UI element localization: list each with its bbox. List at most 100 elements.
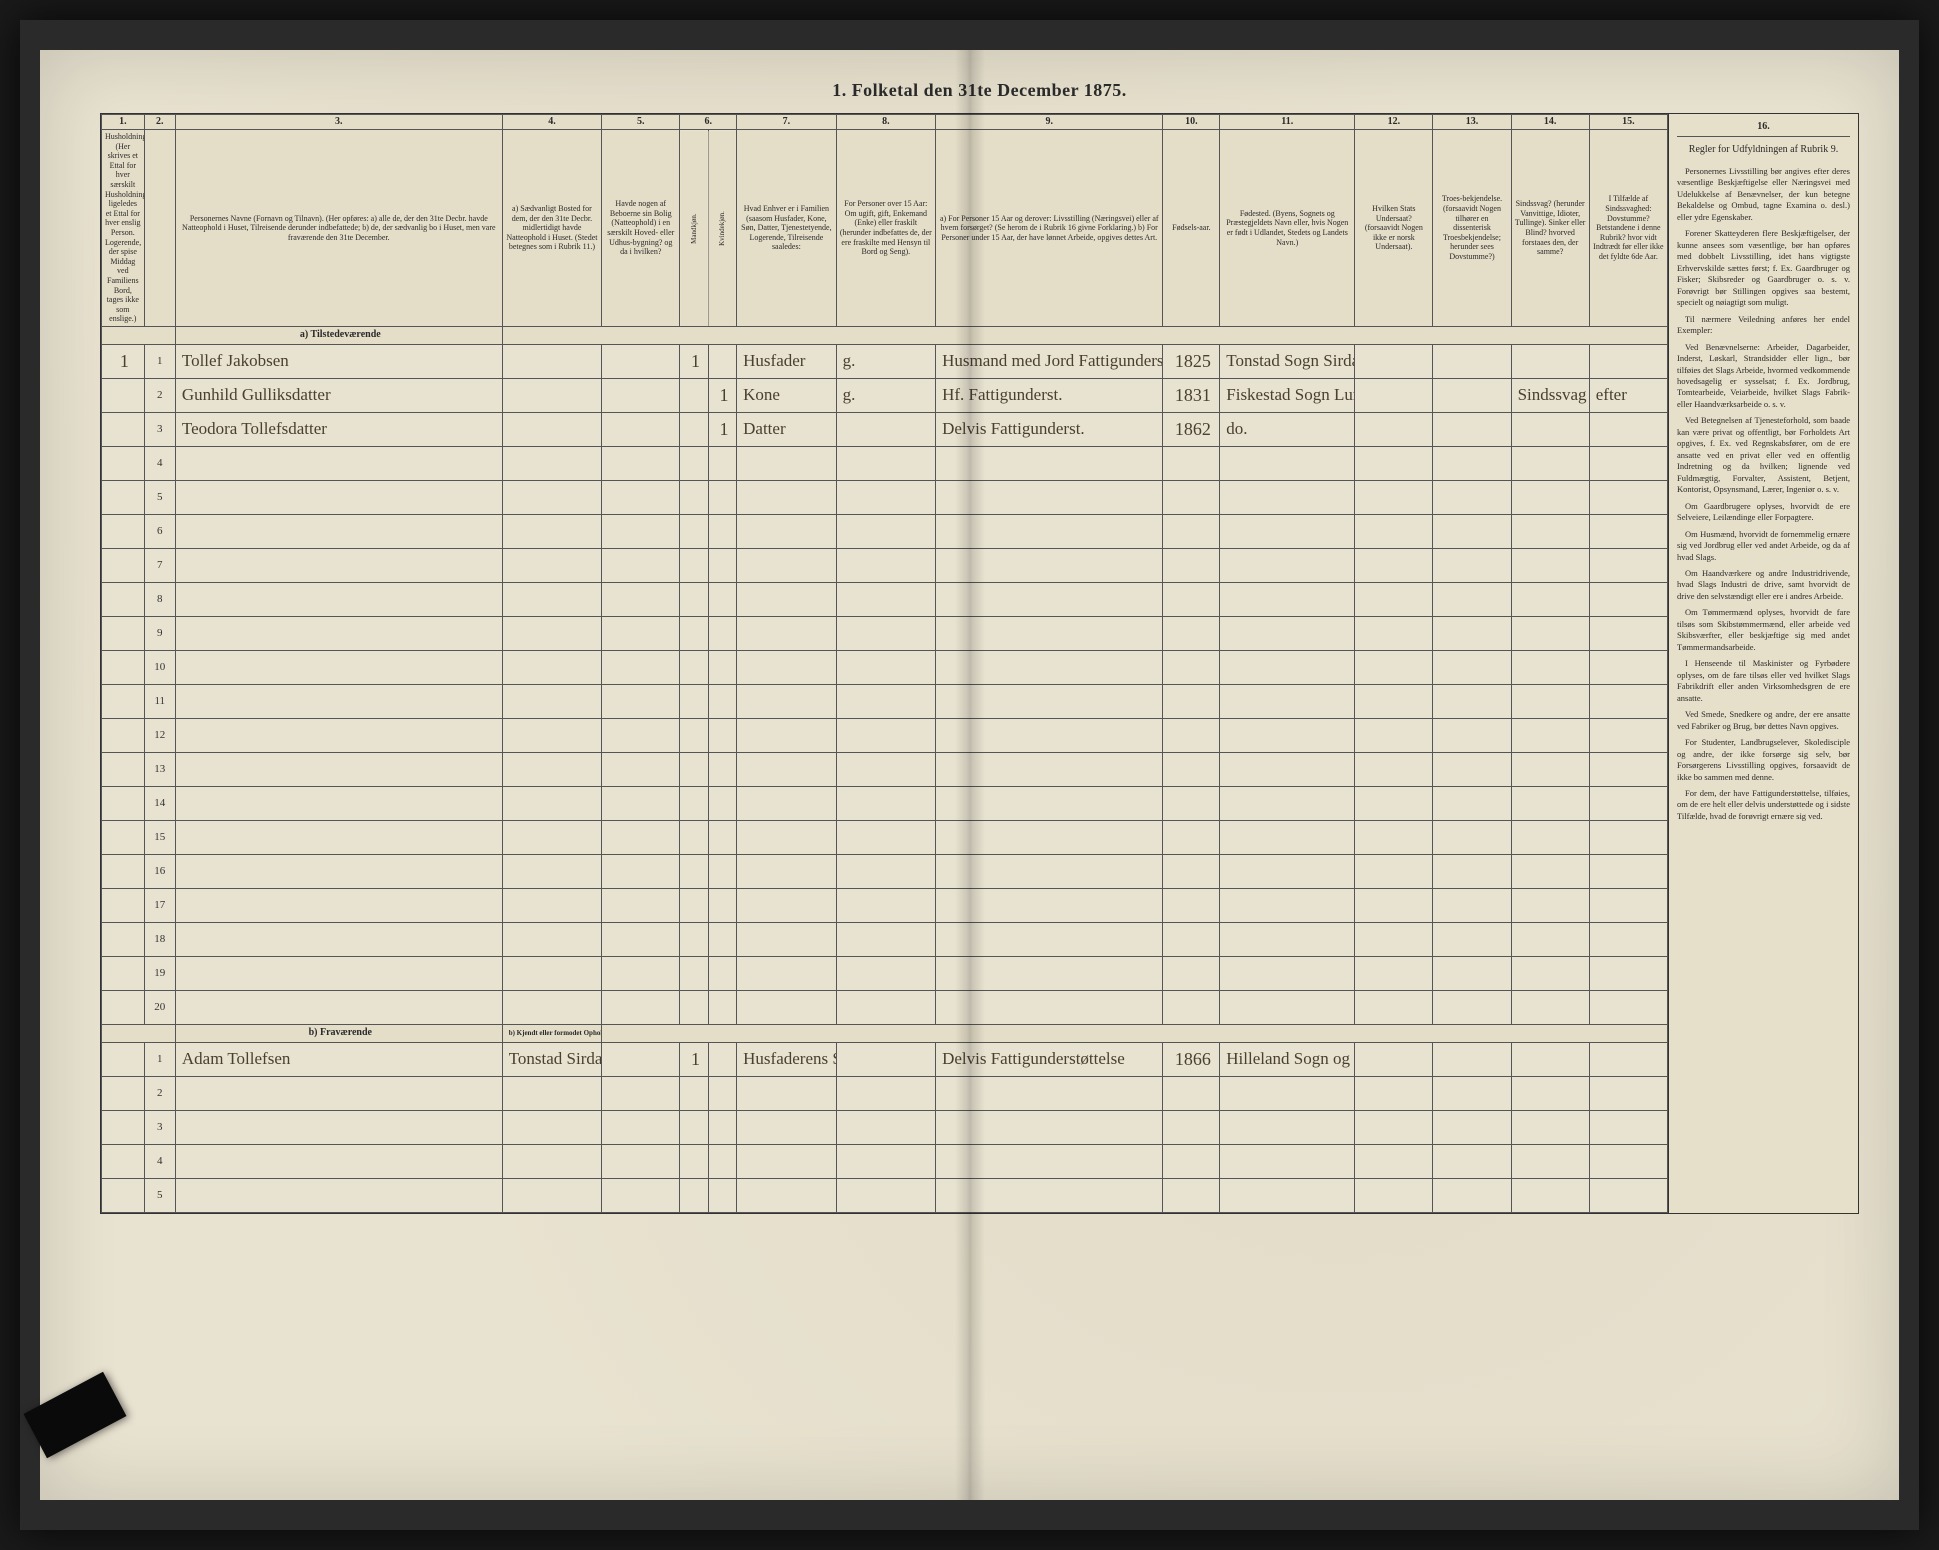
cell: Delvis Fattigunderst.: [936, 412, 1163, 446]
coln-13: 13.: [1433, 115, 1511, 130]
cell: [1589, 582, 1667, 616]
cell: [1220, 990, 1355, 1024]
cell: [737, 956, 836, 990]
cell: [175, 1178, 502, 1212]
cell: [1163, 548, 1220, 582]
cell: 15: [144, 820, 175, 854]
tbody-present: a) Tilstedeværende 11Tollef Jakobsen1Hus…: [102, 326, 1668, 1024]
cell: [1220, 616, 1355, 650]
table-row: 5: [102, 480, 1668, 514]
cell: [1220, 514, 1355, 548]
cell: [602, 378, 680, 412]
cell: [708, 1042, 736, 1076]
cell: [1433, 582, 1511, 616]
cell: [1511, 616, 1589, 650]
cell: Fiskestad Sogn Lunde Prgj: [1220, 378, 1355, 412]
cell: [737, 548, 836, 582]
instruction-paragraph: For Studenter, Landbrugselever, Skoledis…: [1677, 737, 1850, 783]
cell: [502, 548, 601, 582]
cell: 4: [144, 1144, 175, 1178]
cell: [1511, 548, 1589, 582]
cell: [680, 718, 708, 752]
cell: [175, 1144, 502, 1178]
table-row: 4: [102, 1144, 1668, 1178]
cell: [602, 820, 680, 854]
cell: [936, 956, 1163, 990]
cell: [1220, 820, 1355, 854]
cell: [708, 752, 736, 786]
cell: [175, 990, 502, 1024]
cell: [602, 888, 680, 922]
cell: [502, 650, 601, 684]
cell: [1220, 1076, 1355, 1110]
cell: [102, 548, 145, 582]
table-row: 10: [102, 650, 1668, 684]
cell: [502, 1144, 601, 1178]
ledger-frame: 1. 2. 3. 4. 5. 6. 7. 8. 9. 10. 11. 12.: [100, 113, 1859, 1214]
cell: [602, 718, 680, 752]
table-row: 8: [102, 582, 1668, 616]
cell: 1: [680, 344, 708, 378]
cell: do.: [1220, 412, 1355, 446]
cell: [102, 684, 145, 718]
tbody-absent: b) Fraværende b) Kjendt eller formodet O…: [102, 1024, 1668, 1212]
cell: Tonstad Sirdal: [502, 1042, 601, 1076]
cell: [1589, 1042, 1667, 1076]
cell: [680, 1076, 708, 1110]
coln-15: 15.: [1589, 115, 1667, 130]
cell: [1355, 854, 1433, 888]
cell: [708, 1076, 736, 1110]
cell: [680, 616, 708, 650]
cell: [502, 378, 601, 412]
cell: [1589, 820, 1667, 854]
cell: [936, 684, 1163, 718]
cell: [1511, 990, 1589, 1024]
cell: [502, 616, 601, 650]
cell: [102, 922, 145, 956]
cell: [836, 1144, 935, 1178]
cell: [602, 344, 680, 378]
cell: [1355, 378, 1433, 412]
cell: 4: [144, 446, 175, 480]
instructions-heading: Regler for Udfyldningen af Rubrik 9.: [1677, 143, 1850, 157]
coln-10: 10.: [1163, 115, 1220, 130]
table-row: 4: [102, 446, 1668, 480]
cell: [1163, 752, 1220, 786]
cell: [708, 684, 736, 718]
cell: [1589, 854, 1667, 888]
cell: [936, 480, 1163, 514]
cell: [1220, 1144, 1355, 1178]
cell: [102, 446, 145, 480]
cell: [680, 446, 708, 480]
colh-8: For Personer over 15 Aar: Om ugift, gift…: [836, 130, 935, 327]
cell: [1433, 1110, 1511, 1144]
cell: [1355, 820, 1433, 854]
cell: [680, 650, 708, 684]
coln-8: 8.: [836, 115, 935, 130]
cell: [836, 1076, 935, 1110]
instruction-paragraph: Om Husmænd, hvorvidt de fornemmelig ernæ…: [1677, 529, 1850, 563]
colh-9: a) For Personer 15 Aar og derover: Livss…: [936, 130, 1163, 327]
cell: [602, 1110, 680, 1144]
instruction-paragraph: Til nærmere Veiledning anføres her endel…: [1677, 314, 1850, 337]
cell: [175, 854, 502, 888]
table-row: 1Adam TollefsenTonstad Sirdal1Husfaderen…: [102, 1042, 1668, 1076]
table-row: 20: [102, 990, 1668, 1024]
corner-clip: [24, 1372, 127, 1458]
cell: [936, 786, 1163, 820]
cell: [1589, 786, 1667, 820]
cell: [1220, 684, 1355, 718]
cell: [836, 1110, 935, 1144]
cell: 12: [144, 718, 175, 752]
cell: [737, 854, 836, 888]
cell: [1163, 684, 1220, 718]
cell: [1355, 548, 1433, 582]
cell: [1511, 650, 1589, 684]
cell: [1220, 1110, 1355, 1144]
cell: [102, 412, 145, 446]
cell: [1433, 548, 1511, 582]
cell: [1589, 990, 1667, 1024]
cell: [680, 1144, 708, 1178]
cell: [1511, 1178, 1589, 1212]
cell: [602, 582, 680, 616]
